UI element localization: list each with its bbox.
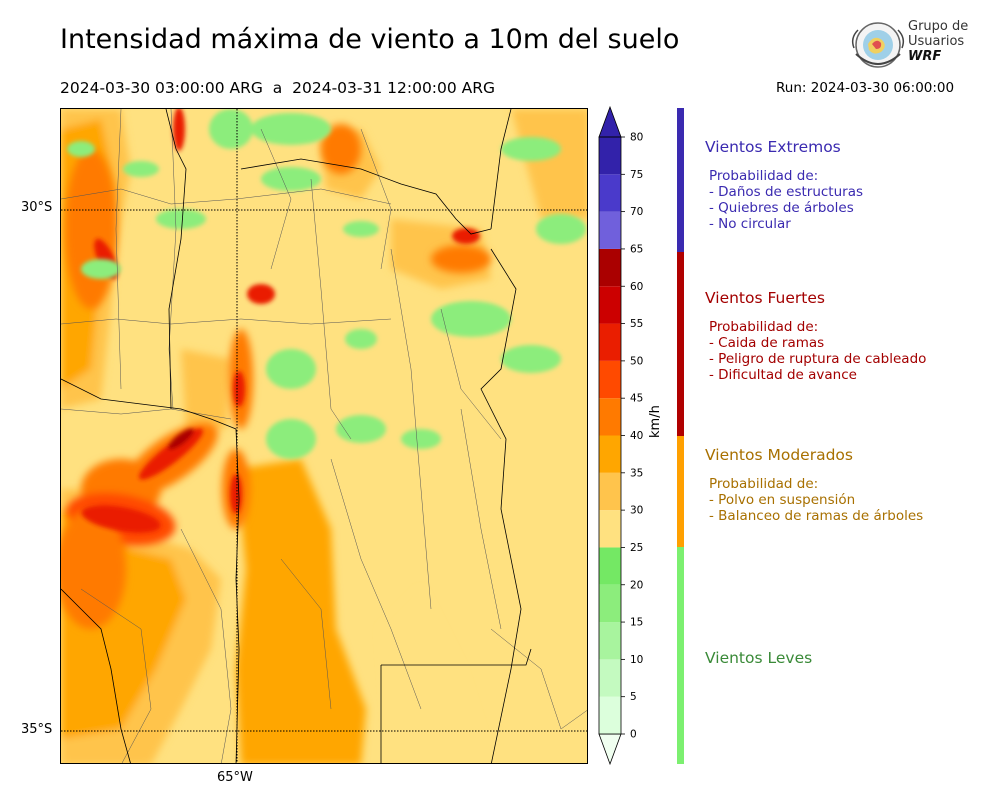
colorbar-segment [599, 137, 621, 175]
logo-line-2: Usuarios [908, 34, 965, 49]
lat-label-35s: 35°S [21, 722, 53, 737]
colorbar-ticks: 0 5 10 15 20 25 30 35 40 45 50 55 60 65 70 75 80 [621, 132, 643, 741]
colorbar-extend-high [598, 105, 622, 138]
category-description: Probabilidad de: - Caida de ramas - Peli… [709, 319, 926, 383]
category-extremos: Vientos Extremos Probabilidad de: - Daño… [705, 138, 863, 232]
desc-line: - No circular [709, 216, 791, 232]
category-description: Probabilidad de: - Polvo en suspensión -… [709, 476, 923, 524]
forecast-period: 2024-03-30 03:00:00 ARG a 2024-03-31 12:… [60, 79, 496, 97]
colorbar-tick-label: 35 [630, 467, 643, 479]
colorbar-segment [599, 696, 621, 734]
colorbar-segment [599, 547, 621, 585]
desc-line: - Daños de estructuras [709, 184, 864, 200]
category-bar-extremos [677, 108, 684, 252]
page-title: Intensidad máxima de viento a 10m del su… [60, 24, 680, 55]
colorbar-tick-label: 20 [630, 579, 643, 591]
colorbar-tick-label: 40 [630, 430, 643, 442]
category-bar-fuertes [677, 252, 684, 436]
category-bar [677, 108, 684, 764]
colorbar-segment [599, 286, 621, 324]
desc-line: Probabilidad de: [709, 319, 819, 335]
logo-line-1: Grupo de [908, 19, 969, 34]
colorbar-unit: km/h [648, 405, 663, 438]
desc-line: - Dificultad de avance [709, 367, 857, 383]
colorbar-segment [599, 211, 621, 249]
colorbar-tick-label: 0 [630, 729, 637, 741]
colorbar-tick-label: 70 [630, 206, 643, 218]
category-name: Vientos Moderados [705, 446, 853, 464]
colorbar-tick-label: 5 [630, 691, 637, 703]
colorbar-tick-label: 80 [630, 132, 643, 144]
run-timestamp: Run: 2024-03-30 06:00:00 [776, 80, 955, 96]
desc-line: Probabilidad de: [709, 476, 819, 492]
colorbar-tick-label: 75 [630, 169, 643, 181]
colorbar-tick-label: 25 [630, 542, 643, 554]
category-name: Vientos Extremos [705, 138, 841, 156]
colorbar-tick-label: 65 [630, 243, 643, 255]
desc-line: - Caida de ramas [709, 335, 825, 351]
colorbar-segment [599, 174, 621, 212]
wrf-logo [851, 22, 905, 68]
colorbar-segment [599, 659, 621, 697]
wind-field [61, 109, 587, 763]
category-description: Probabilidad de: - Daños de estructuras … [709, 168, 863, 232]
colorbar-segment [599, 584, 621, 623]
colorbar-segment [599, 398, 621, 436]
colorbar-segment [599, 472, 621, 511]
category-name: Vientos Fuertes [705, 289, 825, 307]
desc-line: Probabilidad de: [709, 168, 819, 184]
desc-line: - Quiebres de árboles [709, 200, 854, 216]
colorbar-segment [599, 360, 621, 399]
category-fuertes: Vientos Fuertes Probabilidad de: - Caida… [705, 289, 926, 383]
category-bar-leves [677, 547, 684, 764]
wind-map [60, 108, 588, 764]
lon-label-65w: 65°W [217, 770, 253, 785]
logo-line-3: WRF [908, 49, 942, 64]
category-moderados: Vientos Moderados Probabilidad de: - Pol… [705, 446, 923, 524]
colorbar-segments [598, 105, 622, 766]
colorbar-tick-label: 60 [630, 281, 643, 293]
category-bar-moderados [677, 436, 684, 547]
desc-line: - Polvo en suspensión [709, 492, 856, 508]
colorbar-segment [599, 323, 621, 361]
colorbar-segment [599, 248, 621, 287]
desc-line: - Balanceo de ramas de árboles [709, 508, 924, 524]
colorbar-tick-label: 45 [630, 393, 643, 405]
lat-label-30s: 30°S [21, 200, 53, 215]
colorbar-segment [599, 435, 621, 473]
category-leves: Vientos Leves [705, 649, 812, 667]
colorbar-tick-label: 50 [630, 355, 643, 367]
desc-line: - Peligro de ruptura de cableado [709, 351, 927, 367]
colorbar-segment [599, 622, 621, 660]
colorbar-extend-low [598, 733, 622, 766]
colorbar-tick-label: 15 [630, 617, 643, 629]
colorbar-tick-label: 55 [630, 318, 643, 330]
logo-text: Grupo de Usuarios WRF [908, 19, 968, 64]
colorbar-tick-label: 10 [630, 654, 643, 666]
colorbar-segment [599, 510, 621, 548]
colorbar: 0 5 10 15 20 25 30 35 40 45 50 55 60 65 70 75 80 [598, 105, 643, 766]
category-name: Vientos Leves [705, 649, 813, 667]
colorbar-tick-label: 30 [630, 505, 643, 517]
